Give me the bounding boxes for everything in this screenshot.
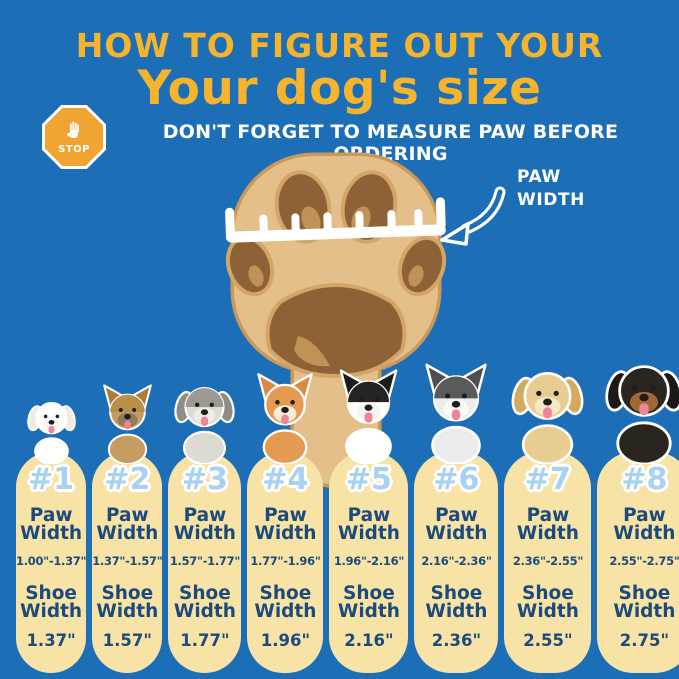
dog-photo-bearded-collie bbox=[168, 372, 241, 464]
size-number: #7 bbox=[524, 462, 571, 497]
paw-width-heading: Paw Width bbox=[516, 505, 579, 544]
paw-width-heading: Paw Width bbox=[173, 505, 236, 544]
size-pill-4: #4 Paw Width 1.77"-1.96" Shoe Width 1.96… bbox=[247, 452, 324, 673]
shoe-width-value: 2.55" bbox=[523, 631, 573, 651]
paw-width-range: 1.77"-1.96" bbox=[250, 554, 321, 569]
shoe-width-value: 1.57" bbox=[102, 631, 152, 651]
size-chart: #1 Paw Width 1.00"-1.37" Shoe Width 1.37… bbox=[16, 346, 679, 673]
size-column-6: #6 Paw Width 2.16"-2.36" Shoe Width 2.36… bbox=[414, 358, 499, 673]
shoe-width-heading: Shoe Width bbox=[20, 583, 83, 622]
size-number: #1 bbox=[28, 462, 75, 497]
paw-width-range: 2.16"-2.36" bbox=[421, 554, 492, 569]
arrow-icon bbox=[440, 186, 506, 246]
stop-sign-icon: STOP bbox=[42, 105, 106, 169]
dog-photo-yorkshire-terrier bbox=[94, 380, 161, 464]
stop-label: STOP bbox=[58, 143, 90, 155]
paw-width-range: 1.00"-1.37" bbox=[16, 554, 87, 569]
shoe-width-heading: Shoe Width bbox=[337, 583, 400, 622]
size-pill-1: #1 Paw Width 1.00"-1.37" Shoe Width 1.37… bbox=[16, 452, 87, 673]
dog-photo-border-collie bbox=[329, 364, 408, 464]
paw-width-heading: Paw Width bbox=[337, 505, 400, 544]
size-pill-5: #5 Paw Width 1.96"-2.16" Shoe Width 2.16… bbox=[329, 452, 409, 673]
size-pill-2: #2 Paw Width 1.37"-1.57" Shoe Width 1.57… bbox=[92, 452, 163, 673]
dog-photo-shiba-inu bbox=[247, 368, 323, 464]
dog-photo-husky bbox=[414, 358, 498, 464]
size-pill-3: #3 Paw Width 1.57"-1.77" Shoe Width 1.77… bbox=[168, 452, 242, 673]
size-column-5: #5 Paw Width 1.96"-2.16" Shoe Width 2.16… bbox=[329, 364, 409, 673]
paw-width-range: 1.37"-1.57" bbox=[92, 554, 163, 569]
size-number: #4 bbox=[262, 462, 309, 497]
shoe-width-heading: Shoe Width bbox=[613, 583, 676, 622]
shoe-width-value: 1.96" bbox=[260, 631, 311, 651]
paw-width-heading: Paw Width bbox=[20, 505, 83, 544]
title-line2: Your dog's size bbox=[137, 61, 542, 116]
size-number: #2 bbox=[104, 462, 151, 497]
paw-width-heading: Paw Width bbox=[254, 505, 317, 544]
size-column-2: #2 Paw Width 1.37"-1.57" Shoe Width 1.57… bbox=[92, 380, 163, 673]
shoe-width-heading: Shoe Width bbox=[96, 583, 159, 622]
size-number: #5 bbox=[345, 462, 392, 497]
paw-width-range: 1.57"-1.77" bbox=[169, 554, 241, 569]
size-pill-6: #6 Paw Width 2.16"-2.36" Shoe Width 2.36… bbox=[414, 452, 499, 673]
shoe-width-value: 2.75" bbox=[619, 631, 670, 651]
size-pill-7: #7 Paw Width 2.36"-2.55" Shoe Width 2.55… bbox=[504, 452, 592, 673]
shoe-width-value: 2.16" bbox=[344, 631, 394, 651]
paw-width-range: 1.96"-2.16" bbox=[333, 554, 405, 569]
shoe-width-heading: Shoe Width bbox=[173, 583, 236, 622]
hand-icon bbox=[67, 121, 79, 138]
size-number: #3 bbox=[181, 462, 228, 497]
shoe-width-value: 2.36" bbox=[431, 631, 482, 651]
shoe-width-heading: Shoe Width bbox=[516, 583, 579, 622]
ruler-icon bbox=[225, 197, 446, 243]
size-column-7: #7 Paw Width 2.36"-2.55" Shoe Width 2.55… bbox=[504, 354, 592, 673]
size-column-8: #8 Paw Width 2.55"-2.75" Shoe Width 2.75… bbox=[597, 346, 679, 673]
shoe-width-heading: Shoe Width bbox=[254, 583, 317, 622]
paw-width-range: 2.55"-2.75" bbox=[609, 554, 679, 569]
shoe-width-heading: Shoe Width bbox=[425, 583, 488, 622]
size-number: #8 bbox=[621, 462, 668, 497]
dog-photo-rottweiler bbox=[597, 346, 679, 464]
size-pill-8: #8 Paw Width 2.55"-2.75" Shoe Width 2.75… bbox=[597, 452, 679, 673]
dog-photo-golden-retriever bbox=[504, 354, 591, 464]
title-line1: HOW TO FIGURE OUT YOUR bbox=[75, 26, 604, 65]
shoe-width-value: 1.37" bbox=[26, 631, 76, 651]
stop-sign-face: STOP bbox=[45, 108, 103, 166]
size-column-4: #4 Paw Width 1.77"-1.96" Shoe Width 1.96… bbox=[247, 368, 324, 673]
paw-width-range: 2.36"-2.55" bbox=[512, 554, 584, 569]
paw-width-callout: PAW WIDTH bbox=[517, 167, 586, 210]
paw-width-heading: Paw Width bbox=[425, 505, 488, 544]
paw-width-heading: Paw Width bbox=[96, 505, 159, 544]
size-column-3: #3 Paw Width 1.57"-1.77" Shoe Width 1.77… bbox=[168, 372, 242, 673]
size-number: #6 bbox=[433, 462, 480, 497]
size-column-1: #1 Paw Width 1.00"-1.37" Shoe Width 1.37… bbox=[16, 390, 87, 673]
dog-photo-bichon-frise bbox=[22, 390, 81, 464]
paw-width-heading: Paw Width bbox=[613, 505, 676, 544]
shoe-width-value: 1.77" bbox=[180, 631, 230, 651]
